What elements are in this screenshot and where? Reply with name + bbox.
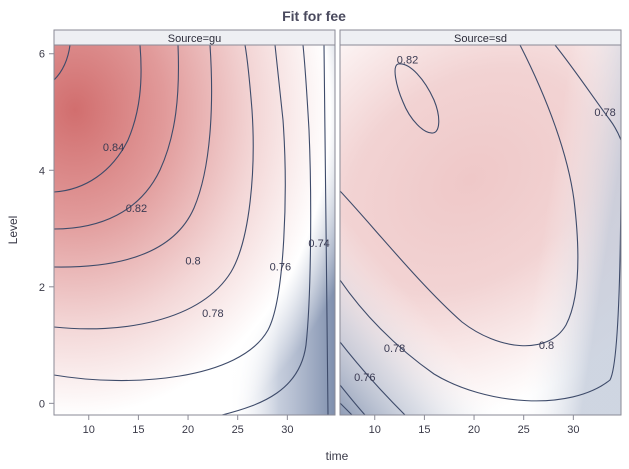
y-tick-label: 2 [39,282,45,294]
contour-labels-gu: 0.84 0.82 0.8 0.78 0.76 0.74 [103,142,330,320]
contour-label: 0.84 [103,142,124,154]
contour-label: 0.74 [308,238,329,250]
panel-sd-strip-label: Source=sd [454,33,507,45]
contour-sd-0.78 [340,45,621,402]
contour-label: 0.78 [384,343,405,355]
panel-gu-strip-label: Source=gu [168,33,222,45]
contour-label: 0.76 [354,372,375,384]
contour-gu-0.84 [54,45,142,193]
panel-gu-frame [53,44,336,416]
y-tick-label: 0 [39,398,45,410]
contour-labels-sd: 0.82 0.78 0.8 0.78 0.76 [354,55,616,385]
contour-label: 0.8 [539,340,554,352]
panel-sd-frame [339,44,622,416]
contour-gu-0.78 [54,45,254,330]
contour-gu-0.76 [54,45,286,382]
x-axis-gu: 10 15 20 25 30 [83,415,293,436]
contour-sd-0.8 [340,45,579,347]
panel-sd: Source=sd 0.82 0.78 0.8 0.78 0.76 [339,29,622,416]
contour-sd-0.74 [340,384,366,415]
contour-gu-0.8 [54,45,213,268]
contour-label: 0.78 [202,308,223,320]
contour-label: 0.76 [270,261,291,273]
contour-gu-top [54,45,71,81]
contour-gu-0.82 [54,45,180,230]
x-tick-label: 25 [518,424,530,436]
contour-label: 0.82 [126,203,147,215]
panel-gu: Source=gu 0.84 0.82 0.8 0.78 0.76 0.74 [53,29,336,416]
contour-label: 0.8 [185,256,200,268]
x-tick-label: 10 [83,424,95,436]
contour-sd-0.72 [340,402,353,415]
contour-gu-0.72 [323,45,329,415]
contour-sd-0.76 [340,341,406,415]
panel-gu-surface [54,45,335,415]
x-tick-label: 20 [468,424,480,436]
x-axis-sd: 10 15 20 25 30 [369,415,579,436]
contour-gu-0.74 [221,45,312,415]
x-tick-label: 25 [232,424,244,436]
x-tick-label: 30 [567,424,579,436]
x-tick-label: 10 [369,424,381,436]
y-axis-label: Level [6,216,20,245]
contour-label: 0.78 [594,107,615,119]
chart-title: Fit for fee [282,8,346,24]
x-tick-label: 20 [182,424,194,436]
x-axis-label: time [326,449,349,463]
y-tick-label: 6 [39,49,45,61]
panel-sd-surface [340,45,621,415]
x-tick-label: 15 [418,424,430,436]
y-tick-label: 4 [39,165,45,177]
y-axis: 0 2 4 6 [39,49,54,410]
x-tick-label: 15 [132,424,144,436]
contour-sd-0.82 [394,63,440,134]
contour-label: 0.82 [397,55,418,67]
x-tick-label: 30 [281,424,293,436]
